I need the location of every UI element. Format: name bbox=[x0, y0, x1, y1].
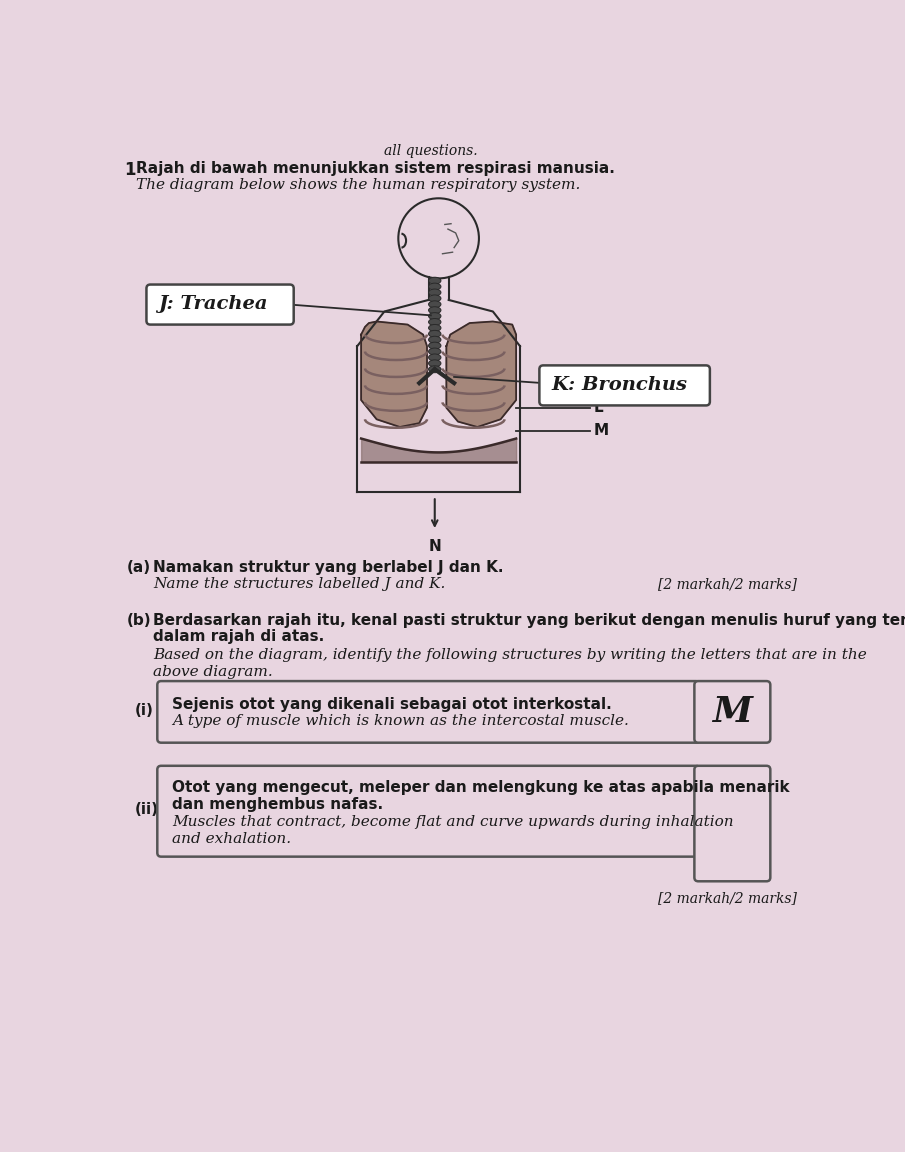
Text: K: Bronchus: K: Bronchus bbox=[551, 376, 687, 394]
Text: dalam rajah di atas.: dalam rajah di atas. bbox=[154, 629, 325, 644]
Polygon shape bbox=[446, 321, 516, 427]
Text: and exhalation.: and exhalation. bbox=[172, 832, 291, 846]
Text: (b): (b) bbox=[127, 613, 152, 628]
Ellipse shape bbox=[429, 283, 441, 290]
Text: dan menghembus nafas.: dan menghembus nafas. bbox=[172, 796, 383, 812]
Ellipse shape bbox=[429, 312, 441, 319]
Text: Based on the diagram, identify the following structures by writing the letters t: Based on the diagram, identify the follo… bbox=[154, 647, 867, 662]
Text: Berdasarkan rajah itu, kenal pasti struktur yang berikut dengan menulis huruf ya: Berdasarkan rajah itu, kenal pasti struk… bbox=[154, 613, 905, 628]
Ellipse shape bbox=[429, 278, 441, 285]
Text: all questions.: all questions. bbox=[385, 144, 478, 159]
Ellipse shape bbox=[429, 336, 441, 343]
Text: Muscles that contract, become flat and curve upwards during inhalation: Muscles that contract, become flat and c… bbox=[172, 816, 734, 829]
FancyBboxPatch shape bbox=[147, 285, 294, 325]
Ellipse shape bbox=[429, 306, 441, 313]
FancyBboxPatch shape bbox=[157, 766, 700, 857]
Ellipse shape bbox=[429, 348, 441, 355]
FancyBboxPatch shape bbox=[694, 681, 770, 743]
Ellipse shape bbox=[429, 331, 441, 338]
Ellipse shape bbox=[429, 354, 441, 361]
Text: M: M bbox=[594, 423, 609, 439]
Text: above diagram.: above diagram. bbox=[154, 665, 273, 679]
Text: 1: 1 bbox=[124, 161, 136, 180]
Text: Namakan struktur yang berlabel J dan K.: Namakan struktur yang berlabel J dan K. bbox=[154, 560, 504, 575]
Text: Otot yang mengecut, meleper dan melengkung ke atas apabila menarik: Otot yang mengecut, meleper dan melengku… bbox=[172, 780, 790, 795]
Text: The diagram below shows the human respiratory system.: The diagram below shows the human respir… bbox=[137, 179, 581, 192]
Text: Sejenis otot yang dikenali sebagai otot interkostal.: Sejenis otot yang dikenali sebagai otot … bbox=[172, 697, 612, 712]
Text: Name the structures labelled J and K.: Name the structures labelled J and K. bbox=[154, 577, 446, 591]
Text: (i): (i) bbox=[135, 703, 154, 718]
Text: [2 markah/2 marks]: [2 markah/2 marks] bbox=[658, 577, 796, 591]
Text: (a): (a) bbox=[127, 560, 151, 575]
Ellipse shape bbox=[429, 301, 441, 308]
Ellipse shape bbox=[429, 319, 441, 326]
Ellipse shape bbox=[429, 359, 441, 366]
Ellipse shape bbox=[429, 342, 441, 349]
Ellipse shape bbox=[429, 289, 441, 296]
Ellipse shape bbox=[429, 325, 441, 332]
Polygon shape bbox=[361, 321, 427, 427]
Text: N: N bbox=[428, 539, 441, 554]
Text: Rajah di bawah menunjukkan sistem respirasi manusia.: Rajah di bawah menunjukkan sistem respir… bbox=[137, 161, 615, 176]
FancyBboxPatch shape bbox=[694, 766, 770, 881]
FancyBboxPatch shape bbox=[157, 681, 700, 743]
Text: J: Trachea: J: Trachea bbox=[158, 295, 268, 313]
Ellipse shape bbox=[429, 295, 441, 302]
Ellipse shape bbox=[429, 366, 441, 373]
Text: L: L bbox=[594, 400, 604, 415]
Text: M: M bbox=[712, 695, 752, 729]
Text: (ii): (ii) bbox=[135, 802, 158, 817]
Text: A type of muscle which is known as the intercostal muscle.: A type of muscle which is known as the i… bbox=[172, 714, 629, 728]
Text: [2 markah/2 marks]: [2 markah/2 marks] bbox=[658, 892, 796, 905]
FancyBboxPatch shape bbox=[539, 365, 710, 406]
